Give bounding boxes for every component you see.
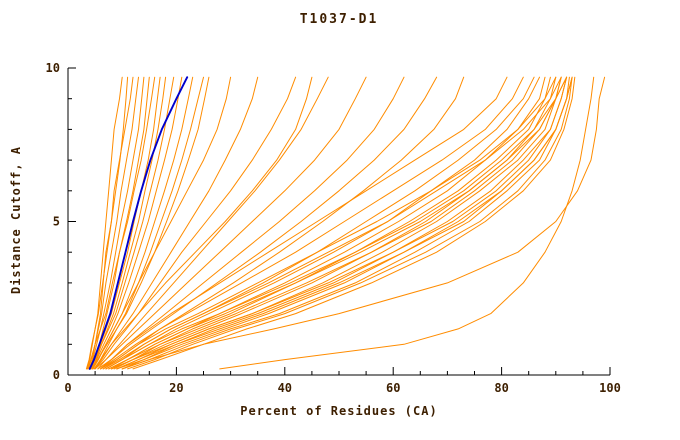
curve-model-45 xyxy=(121,76,606,370)
curve-model-42 xyxy=(102,76,562,370)
curve-model-36 xyxy=(105,76,562,370)
curve-model-07 xyxy=(89,76,161,370)
curve-model-29 xyxy=(110,76,551,370)
curve-model-04 xyxy=(89,76,145,370)
x-tick-label: 40 xyxy=(278,381,292,395)
curve-highlighted-model xyxy=(88,76,189,370)
curve-model-14 xyxy=(85,76,129,370)
curve-model-20 xyxy=(100,76,405,370)
y-tick-label: 5 xyxy=(53,215,60,229)
curve-model-41 xyxy=(132,76,576,370)
x-tick-label: 0 xyxy=(64,381,71,395)
curve-model-31 xyxy=(113,76,562,370)
curve-model-21 xyxy=(97,76,438,370)
curve-model-22 xyxy=(93,76,313,370)
curve-model-39 xyxy=(121,76,570,370)
curve-model-15 xyxy=(91,76,232,370)
y-tick-label: 0 xyxy=(53,368,60,382)
x-tick-label: 20 xyxy=(169,381,183,395)
curve-model-34 xyxy=(121,76,573,370)
curve-model-09 xyxy=(89,76,175,370)
curve-model-01 xyxy=(86,76,123,370)
curve-model-17 xyxy=(94,76,297,370)
y-tick-label: 10 xyxy=(46,61,60,75)
curve-model-10 xyxy=(90,76,183,370)
x-tick-label: 80 xyxy=(494,381,508,395)
curve-model-23 xyxy=(100,76,465,370)
curve-model-38 xyxy=(116,76,568,370)
curve-model-44 xyxy=(219,76,595,370)
curve-model-24 xyxy=(100,76,508,370)
curve-model-18 xyxy=(97,76,329,370)
curve-model-35 xyxy=(100,76,557,370)
curve-model-19 xyxy=(94,76,367,370)
x-axis-label: Percent of Residues (CA) xyxy=(240,404,438,418)
x-tick-label: 60 xyxy=(386,381,400,395)
x-tick-label: 100 xyxy=(599,381,621,395)
curve-model-43 xyxy=(108,76,568,370)
curve-model-27 xyxy=(105,76,540,370)
curve-model-40 xyxy=(127,76,573,370)
chart-title: T1037-D1 xyxy=(299,12,379,27)
curve-model-06 xyxy=(87,76,156,370)
curve-model-12 xyxy=(94,76,204,370)
